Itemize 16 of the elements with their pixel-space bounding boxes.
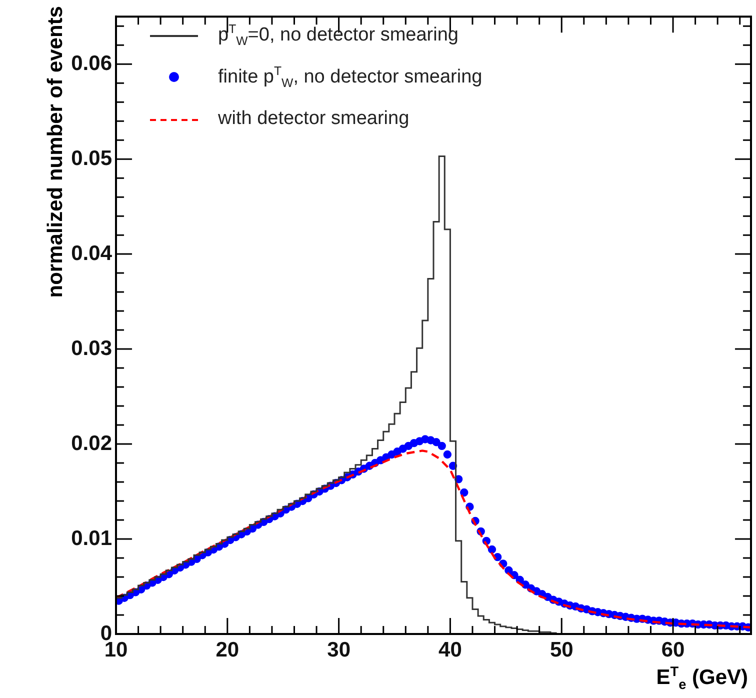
legend-label: finite p$^{T}$$_{W}$, no detector smearing — [218, 64, 482, 90]
legend-label: p$^{T}$$_{W}$=0, no detector smearing — [218, 22, 458, 48]
x-tick-label: 60 — [661, 638, 685, 662]
y-axis-title: normalized number of events — [44, 6, 68, 298]
y-tick-label: 0.04 — [71, 242, 112, 265]
y-tick-label: 0.02 — [71, 432, 112, 455]
x-tick-label: 20 — [216, 638, 240, 662]
x-tick-label: 50 — [550, 638, 574, 662]
legend-label: with detector smearing — [218, 108, 410, 130]
x-tick-label: 40 — [438, 638, 462, 662]
y-tick-label: 0.05 — [71, 146, 112, 170]
x-tick-label: 30 — [327, 638, 350, 662]
y-tick-label: 0.06 — [71, 52, 112, 75]
y-tick-label: 0.01 — [71, 526, 112, 550]
y-tick-label: 0.03 — [71, 336, 112, 360]
x-axis-title: E$^{T}$$_{e}$ (GeV) — [656, 664, 748, 692]
